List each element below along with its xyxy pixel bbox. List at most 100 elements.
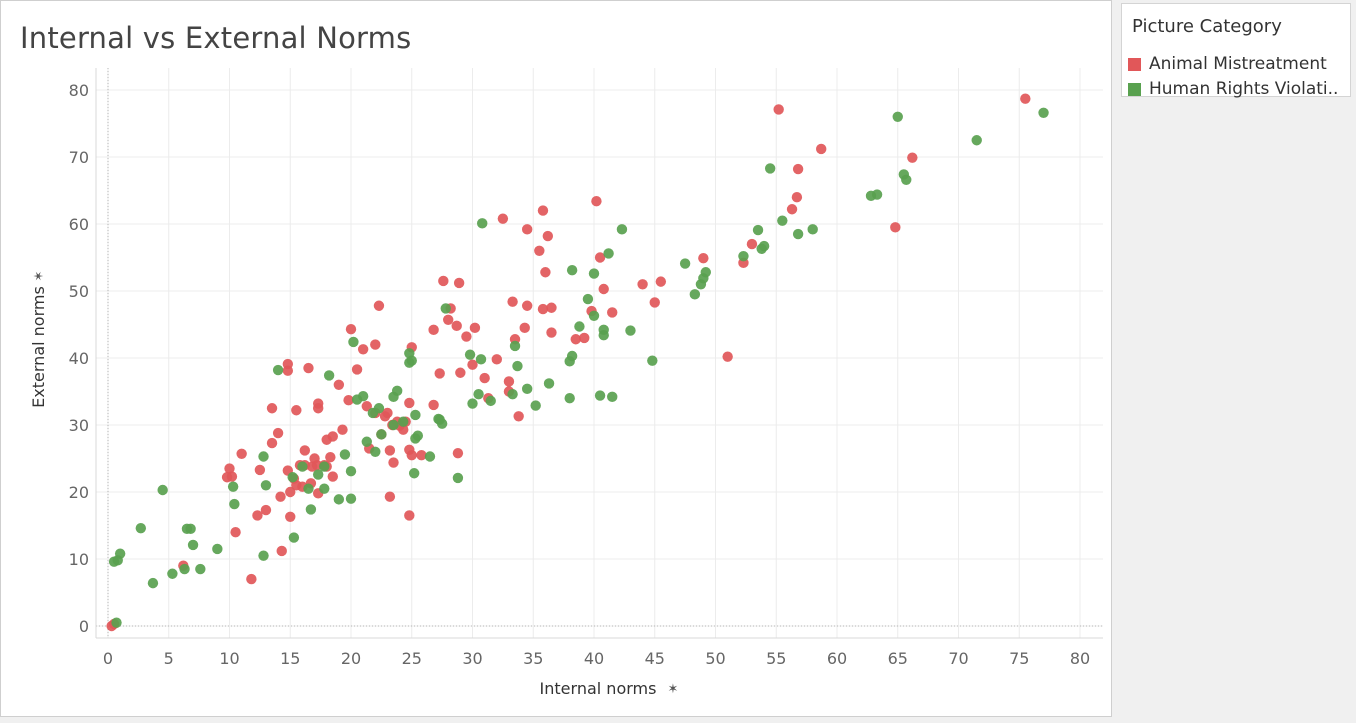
point-human-rights-violations[interactable] <box>408 468 420 479</box>
point-animal-mistreatment[interactable] <box>521 224 533 235</box>
point-human-rights-violations[interactable] <box>700 267 711 278</box>
point-animal-mistreatment[interactable] <box>637 279 648 290</box>
point-human-rights-violations[interactable] <box>574 321 585 332</box>
point-animal-mistreatment[interactable] <box>291 405 302 416</box>
point-human-rights-violations[interactable] <box>871 189 883 200</box>
point-animal-mistreatment[interactable] <box>546 327 557 338</box>
point-human-rights-violations[interactable] <box>452 472 464 484</box>
point-human-rights-violations[interactable] <box>287 472 298 483</box>
point-animal-mistreatment[interactable] <box>792 163 804 175</box>
point-human-rights-violations[interactable] <box>473 388 484 400</box>
point-animal-mistreatment[interactable] <box>453 277 465 289</box>
point-animal-mistreatment[interactable] <box>226 471 238 482</box>
point-human-rights-violations[interactable] <box>475 354 487 365</box>
point-animal-mistreatment[interactable] <box>327 431 338 442</box>
point-animal-mistreatment[interactable] <box>537 205 549 216</box>
point-human-rights-violations[interactable] <box>530 400 541 411</box>
point-animal-mistreatment[interactable] <box>343 395 354 406</box>
point-human-rights-violations[interactable] <box>187 539 199 551</box>
point-human-rights-violations[interactable] <box>212 543 223 555</box>
point-human-rights-violations[interactable] <box>303 483 314 494</box>
point-animal-mistreatment[interactable] <box>786 204 798 215</box>
point-animal-mistreatment[interactable] <box>519 322 530 334</box>
point-animal-mistreatment[interactable] <box>534 245 545 256</box>
point-animal-mistreatment[interactable] <box>513 411 524 422</box>
legend-item-human-rights-violations[interactable]: Human Rights Violati.. <box>1128 78 1350 100</box>
point-animal-mistreatment[interactable] <box>890 222 901 233</box>
point-animal-mistreatment[interactable] <box>816 143 827 155</box>
point-human-rights-violations[interactable] <box>440 303 451 314</box>
point-animal-mistreatment[interactable] <box>722 351 733 362</box>
point-human-rights-violations[interactable] <box>564 393 575 404</box>
point-human-rights-violations[interactable] <box>398 416 409 427</box>
point-animal-mistreatment[interactable] <box>337 424 348 435</box>
point-animal-mistreatment[interactable] <box>299 445 311 456</box>
point-animal-mistreatment[interactable] <box>491 354 502 365</box>
point-animal-mistreatment[interactable] <box>649 297 660 308</box>
point-human-rights-violations[interactable] <box>689 289 701 300</box>
point-human-rights-violations[interactable] <box>582 293 594 305</box>
legend-item-animal-mistreatment[interactable]: Animal Mistreatment <box>1128 53 1350 75</box>
point-human-rights-violations[interactable] <box>323 370 335 381</box>
point-human-rights-violations[interactable] <box>391 385 403 397</box>
point-human-rights-violations[interactable] <box>521 383 533 395</box>
point-human-rights-violations[interactable] <box>348 336 359 348</box>
point-human-rights-violations[interactable] <box>598 330 609 341</box>
point-animal-mistreatment[interactable] <box>591 196 602 207</box>
point-human-rights-violations[interactable] <box>319 461 330 472</box>
point-animal-mistreatment[interactable] <box>546 302 557 313</box>
point-human-rights-violations[interactable] <box>1038 107 1049 118</box>
point-animal-mistreatment[interactable] <box>406 449 417 461</box>
point-human-rights-violations[interactable] <box>305 504 317 515</box>
point-human-rights-violations[interactable] <box>485 395 496 407</box>
point-human-rights-violations[interactable] <box>543 378 555 389</box>
point-human-rights-violations[interactable] <box>185 523 196 535</box>
point-animal-mistreatment[interactable] <box>579 332 590 344</box>
point-human-rights-violations[interactable] <box>312 469 324 480</box>
point-animal-mistreatment[interactable] <box>570 334 581 345</box>
point-human-rights-violations[interactable] <box>758 240 770 252</box>
point-animal-mistreatment[interactable] <box>345 323 357 335</box>
point-animal-mistreatment[interactable] <box>224 463 235 474</box>
point-human-rights-violations[interactable] <box>607 391 618 403</box>
point-human-rights-violations[interactable] <box>370 446 381 457</box>
point-human-rights-violations[interactable] <box>373 403 385 414</box>
point-animal-mistreatment[interactable] <box>497 213 509 224</box>
point-human-rights-violations[interactable] <box>509 340 521 352</box>
point-human-rights-violations[interactable] <box>625 325 636 336</box>
point-human-rights-violations[interactable] <box>147 577 159 589</box>
point-animal-mistreatment[interactable] <box>404 397 415 409</box>
point-animal-mistreatment[interactable] <box>325 451 336 463</box>
point-animal-mistreatment[interactable] <box>260 504 272 516</box>
point-animal-mistreatment[interactable] <box>607 307 618 318</box>
point-animal-mistreatment[interactable] <box>451 320 462 332</box>
point-animal-mistreatment[interactable] <box>246 573 257 585</box>
point-human-rights-violations[interactable] <box>464 349 476 360</box>
point-animal-mistreatment[interactable] <box>507 296 518 307</box>
point-animal-mistreatment[interactable] <box>698 252 709 264</box>
legend[interactable]: Picture Category Animal Mistreatment Hum… <box>1121 3 1351 100</box>
point-animal-mistreatment[interactable] <box>537 303 549 315</box>
point-animal-mistreatment[interactable] <box>467 359 478 370</box>
point-animal-mistreatment[interactable] <box>382 407 393 419</box>
point-animal-mistreatment[interactable] <box>398 424 409 435</box>
point-human-rights-violations[interactable] <box>777 215 788 226</box>
point-human-rights-violations[interactable] <box>971 135 982 146</box>
point-animal-mistreatment[interactable] <box>275 491 286 502</box>
point-animal-mistreatment[interactable] <box>333 379 345 390</box>
point-animal-mistreatment[interactable] <box>230 527 241 538</box>
point-animal-mistreatment[interactable] <box>252 510 263 521</box>
point-human-rights-violations[interactable] <box>477 218 488 229</box>
point-animal-mistreatment[interactable] <box>384 445 396 456</box>
point-animal-mistreatment[interactable] <box>266 437 278 449</box>
point-human-rights-violations[interactable] <box>410 409 421 421</box>
point-animal-mistreatment[interactable] <box>285 486 296 498</box>
point-animal-mistreatment[interactable] <box>361 401 372 412</box>
point-animal-mistreatment[interactable] <box>542 230 554 242</box>
point-human-rights-violations[interactable] <box>647 355 658 366</box>
point-human-rights-violations[interactable] <box>594 390 606 401</box>
point-human-rights-violations[interactable] <box>357 390 369 402</box>
point-animal-mistreatment[interactable] <box>312 403 324 414</box>
point-human-rights-violations[interactable] <box>467 398 478 409</box>
point-human-rights-violations[interactable] <box>616 224 628 235</box>
